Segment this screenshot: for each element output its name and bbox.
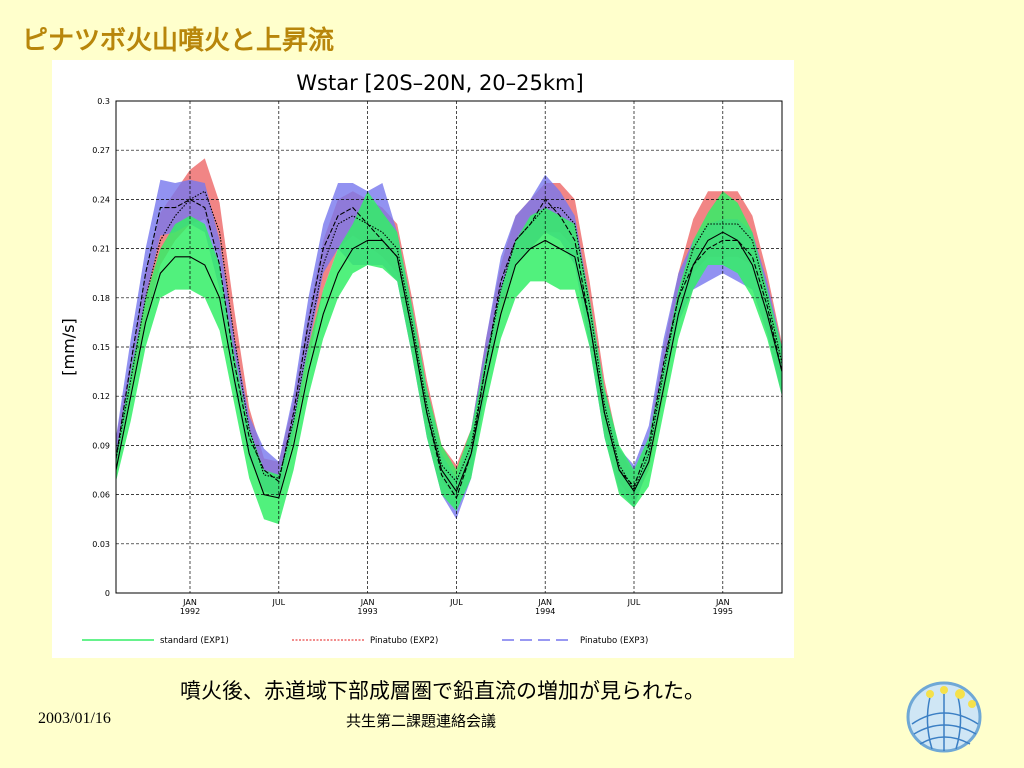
y-tick-label: 0.06 xyxy=(92,491,110,500)
x-tick-label: JAN xyxy=(360,598,375,607)
x-tick-label: JUL xyxy=(449,598,463,607)
x-tick-year-label: 1994 xyxy=(535,607,555,616)
x-tick-label: JUL xyxy=(271,598,285,607)
footer-meeting-name: 共生第二課題連絡会議 xyxy=(346,712,497,730)
chart-figure: 0 0.03 0.06 0.09 0.12 0.15 0.18 0.21 0.24 0.27 0.3… xyxy=(52,60,794,658)
globe-logo-icon xyxy=(902,672,992,762)
y-tick-label: 0.3 xyxy=(97,97,110,106)
slide-caption: 噴火後、赤道域下部成層圏で鉛直流の増加が見られた。 xyxy=(180,679,705,703)
x-tick-year-label: 1992 xyxy=(180,607,200,616)
mean-line-3 xyxy=(115,198,783,500)
x-tick-year-label: 1995 xyxy=(713,607,733,616)
chart-svg: 0 0.03 0.06 0.09 0.12 0.15 0.18 0.21 0.24 0.27 0.3… xyxy=(59,71,783,646)
legend-label: Pinatubo (EXP2) xyxy=(370,636,438,646)
x-tick-label: JAN xyxy=(182,598,197,607)
x-tick-label: JUL xyxy=(627,598,641,607)
band-3 xyxy=(116,174,782,520)
y-tick-label: 0.21 xyxy=(92,245,110,254)
x-tick-year-label: 1993 xyxy=(357,607,377,616)
legend-label: standard (EXP1) xyxy=(160,636,229,646)
chart-title: Wstar [20S–20N, 20–25km] xyxy=(296,71,583,95)
y-tick-label: 0.24 xyxy=(92,195,110,204)
y-tick-label: 0.03 xyxy=(92,540,110,549)
x-tick-label: JAN xyxy=(715,598,730,607)
legend: standard (EXP1) Pinatubo (EXP2) Pinatubo (… xyxy=(82,636,648,646)
uncertainty-bands xyxy=(116,158,782,525)
mean-line-1 xyxy=(115,231,783,499)
grid-lines xyxy=(116,101,782,593)
y-tick-label: 0 xyxy=(105,589,110,598)
band-1 xyxy=(116,191,782,525)
x-tick-label: JAN xyxy=(537,598,552,607)
mean-lines xyxy=(115,190,783,500)
y-tick-labels: 0 0.03 0.06 0.09 0.12 0.15 0.18 0.21 0.24 0.27 0.3 xyxy=(92,97,110,598)
slide-title: ピナツボ火山噴火と上昇流 xyxy=(22,26,335,56)
y-tick-label: 0.27 xyxy=(92,146,110,155)
legend-label: Pinatubo (EXP3) xyxy=(580,636,648,646)
y-tick-label: 0.09 xyxy=(92,441,110,450)
mean-line-2 xyxy=(115,190,783,491)
y-tick-label: 0.12 xyxy=(92,392,110,401)
band-2 xyxy=(116,158,782,503)
plot-frame xyxy=(115,100,783,594)
y-tick-label: 0.15 xyxy=(92,343,110,352)
footer-date: 2003/01/16 xyxy=(38,710,111,727)
y-tick-label: 0.18 xyxy=(92,294,110,303)
y-axis-label: [mm/s] xyxy=(59,318,78,375)
